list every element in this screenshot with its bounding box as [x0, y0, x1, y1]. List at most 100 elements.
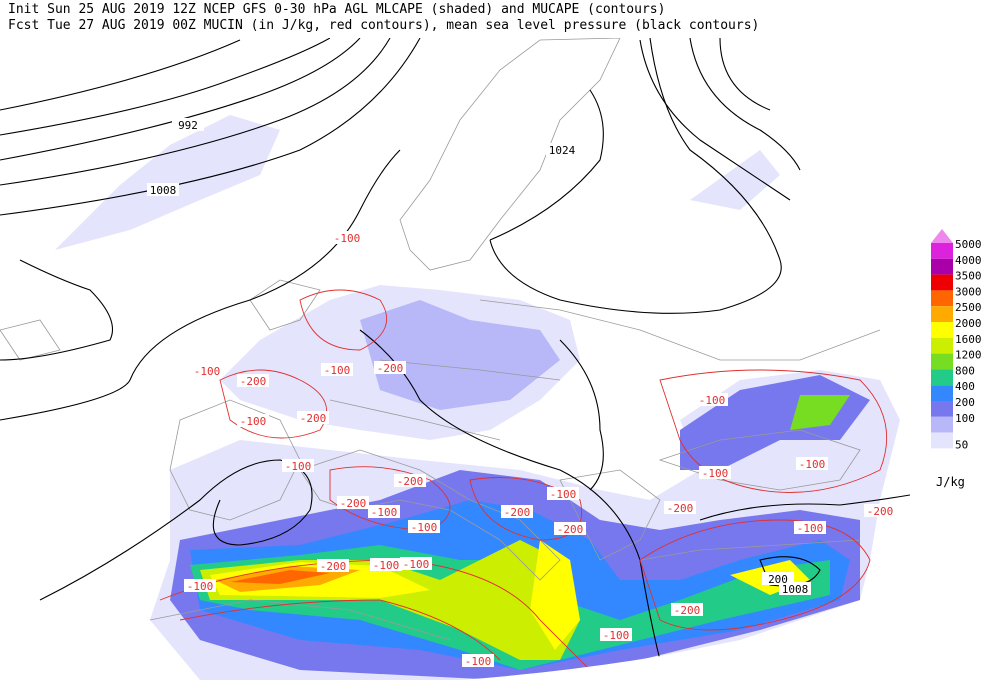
legend-swatch [931, 243, 953, 259]
label-bg [501, 505, 533, 518]
legend-swatch [931, 274, 953, 291]
cin-label: -200 [397, 475, 424, 488]
label-bg [664, 501, 696, 514]
label-bg [237, 414, 269, 427]
cin-label: -200 [674, 604, 701, 617]
cin-label: -200 [320, 560, 347, 573]
legend-label: 1200 [955, 349, 982, 362]
cin-label: -100 [371, 506, 398, 519]
legend-swatch [931, 322, 953, 338]
cin-label: -100 [411, 521, 438, 534]
legend-label: 4000 [955, 254, 982, 267]
cin-label: -200 [240, 375, 267, 388]
legend-label: 2000 [955, 317, 982, 330]
legend-label: 50 [955, 439, 968, 452]
legend-swatch [931, 369, 953, 386]
label-bg [331, 231, 363, 244]
cin-label: -100 [550, 488, 577, 501]
cin-label: -100 [334, 232, 361, 245]
cin-label: -100 [797, 522, 824, 535]
label-bg [317, 559, 349, 572]
label-bg [172, 118, 204, 131]
label-bg [554, 522, 586, 535]
label-bg [368, 505, 400, 518]
cin-label: -200 [867, 505, 894, 518]
label-bg [400, 557, 432, 570]
label-bg [864, 504, 896, 517]
legend-arrow [931, 229, 953, 243]
legend-label: 800 [955, 364, 975, 377]
label-bg [374, 361, 406, 374]
cin-label: -100 [603, 629, 630, 642]
label-bg [699, 466, 731, 479]
legend-label: 3000 [955, 285, 982, 298]
label-bg [696, 393, 728, 406]
legend-label: 200 [955, 396, 975, 409]
label-bg [779, 582, 811, 595]
legend-swatch [931, 353, 953, 370]
cin-label: -200 [377, 362, 404, 375]
label-bg [408, 520, 440, 533]
label-bg [546, 143, 578, 156]
label-bg [184, 579, 216, 592]
cin-label: -100 [187, 580, 214, 593]
legend-unit: J/kg [936, 475, 965, 489]
legend-swatch [931, 306, 953, 322]
legend-label: 3500 [955, 270, 982, 283]
legend-swatch [931, 416, 953, 433]
cin-label: -100 [702, 467, 729, 480]
legend: 5000 4000 3500 3000 2500 2000 1600 1200 800 400 20… [931, 229, 982, 489]
cin-label: -200 [557, 523, 584, 536]
cin-label: -100 [403, 558, 430, 571]
cape-label: 200 [768, 573, 788, 586]
legend-swatch [931, 258, 953, 275]
header-line: Init Sun 25 AUG 2019 12Z NCEP GFS 0-30 h… [8, 2, 665, 17]
cin-label: -200 [667, 502, 694, 515]
coastlines [0, 38, 881, 641]
cin-label: -100 [240, 415, 267, 428]
label-bg [321, 363, 353, 376]
cin-label: -100 [373, 559, 400, 572]
label-bg [600, 628, 632, 641]
legend-label: 400 [955, 380, 975, 393]
label-bg [282, 459, 314, 472]
legend-swatch [931, 432, 953, 449]
cin-label: -100 [465, 655, 492, 668]
cin-label: -100 [285, 460, 312, 473]
legend-swatch [931, 290, 953, 307]
pressure-label: 1008 [150, 184, 177, 197]
label-bg [547, 487, 579, 500]
cin-label: -200 [300, 412, 327, 425]
label-bg [297, 411, 329, 424]
legend-label: 2500 [955, 301, 982, 314]
label-bg [147, 183, 179, 196]
pressure-label: 992 [178, 119, 198, 132]
label-bg [762, 572, 794, 585]
label-bg [394, 474, 426, 487]
label-bg [796, 457, 828, 470]
cin-label: -200 [340, 497, 367, 510]
cin-label: -100 [699, 394, 726, 407]
legend-label: 100 [955, 412, 975, 425]
legend-label: 5000 [955, 238, 982, 251]
header-line: Fcst Tue 27 AUG 2019 00Z MUCIN (in J/kg,… [8, 18, 759, 33]
cin-label: -100 [799, 458, 826, 471]
label-bg [462, 654, 494, 667]
label-bg [671, 603, 703, 616]
legend-swatch [931, 385, 953, 401]
label-bg [337, 496, 369, 509]
legend-label: 1600 [955, 333, 982, 346]
legend-swatch [931, 337, 953, 354]
cin-label: -100 [324, 364, 351, 377]
pressure-label: 1008 [782, 583, 809, 596]
label-bg [191, 364, 223, 377]
cin-label: -200 [504, 506, 531, 519]
label-bg [794, 521, 826, 534]
legend-swatch [931, 401, 953, 417]
pressure-label: 1024 [549, 144, 576, 157]
cin-label: -100 [194, 365, 221, 378]
label-bg [370, 558, 402, 571]
